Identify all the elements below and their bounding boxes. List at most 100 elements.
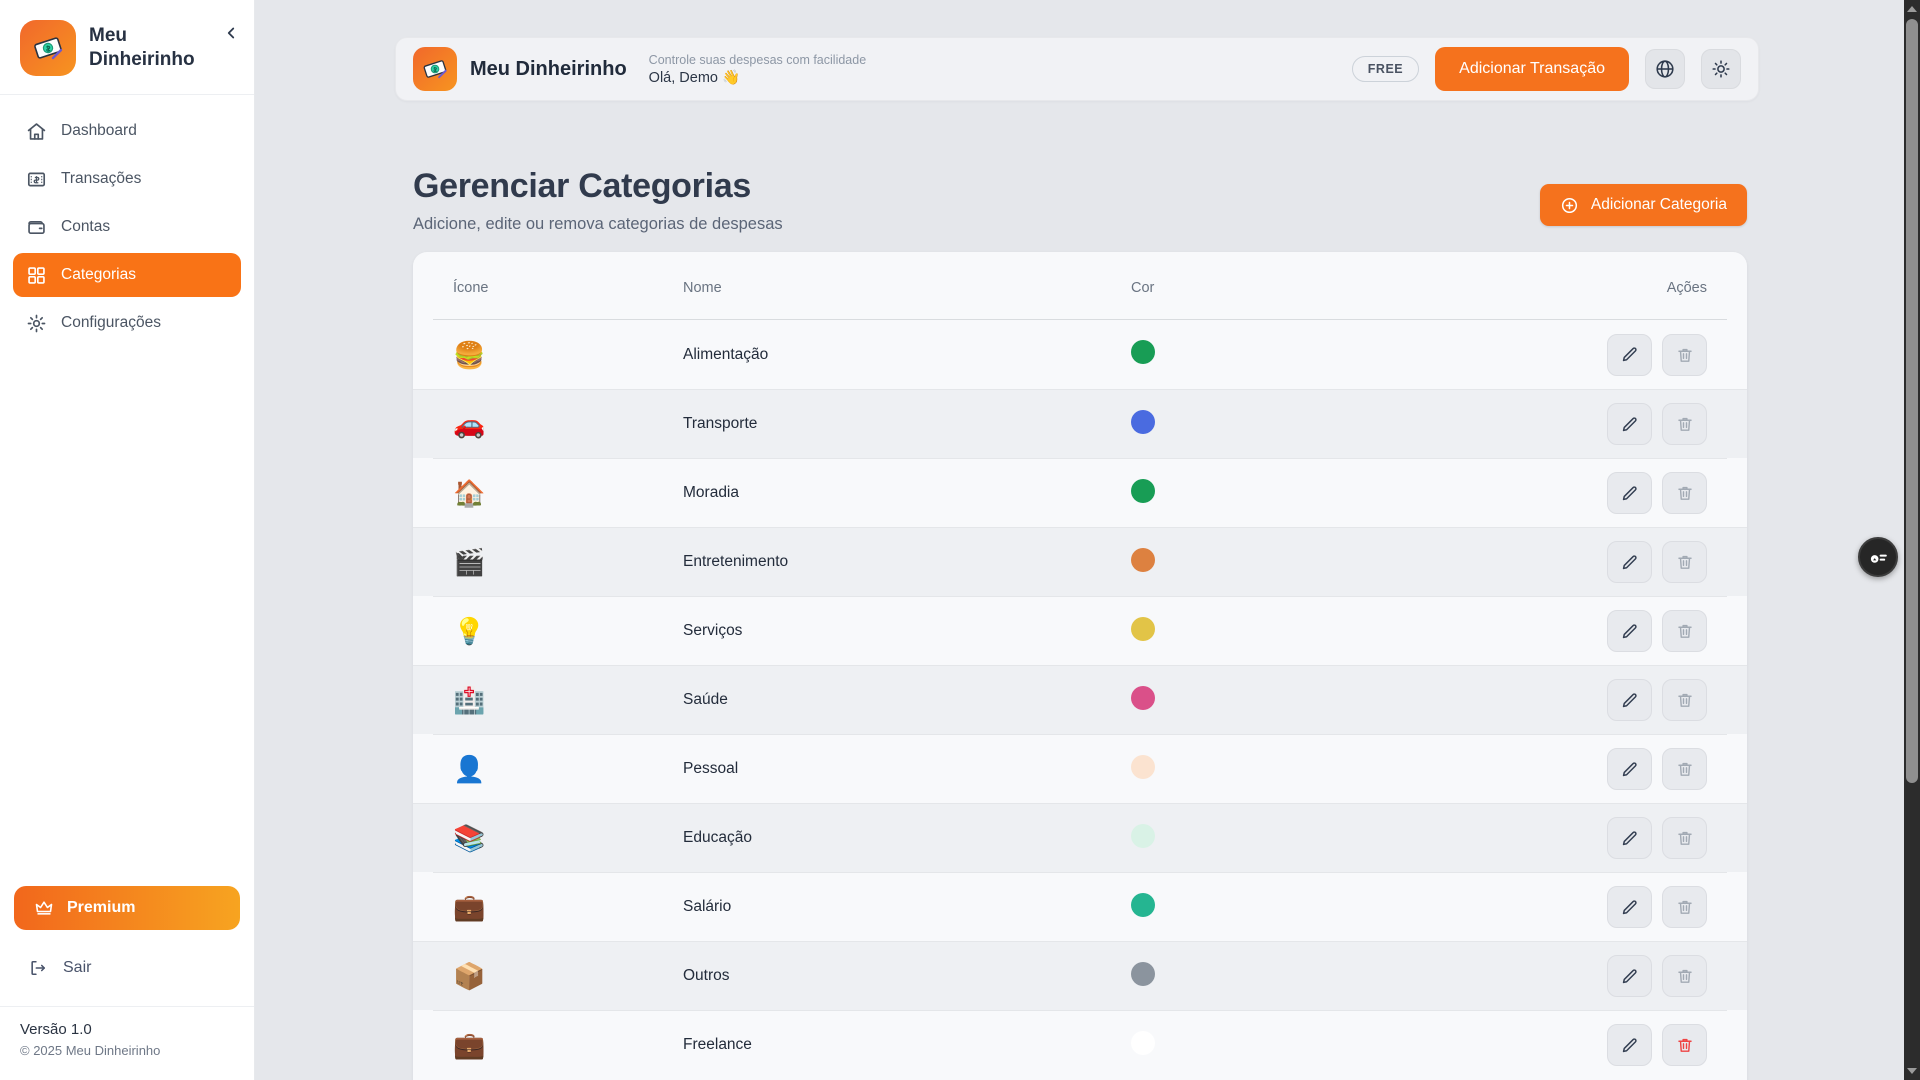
plus-circle-icon [1561, 197, 1577, 213]
table-row: 📦 Outros [413, 941, 1747, 1010]
table-body: 🍔 Alimentação 🚗 Transporte 🏠 Moradia 🎬 Entreten… [413, 320, 1747, 1079]
feedback-widget-button[interactable] [1858, 537, 1898, 577]
sun-icon [1712, 60, 1730, 78]
delete-category-button[interactable] [1662, 817, 1707, 859]
money-bill-icon [423, 60, 447, 79]
trash-icon [1677, 417, 1692, 431]
sidebar-brand-title: Meu Dinheirinho [89, 25, 195, 70]
theme-toggle-button[interactable] [1701, 49, 1741, 89]
category-color-dot [1131, 961, 1155, 986]
table-header-row: Ícone Nome Cor Ações [433, 256, 1727, 320]
category-color-dot [1131, 547, 1155, 572]
add-transaction-button[interactable]: Adicionar Transação [1435, 47, 1629, 91]
table-row: 🍔 Alimentação [433, 320, 1727, 389]
page-header-texts: Gerenciar Categorias Adicione, edite ou … [413, 167, 783, 234]
sidebar-item-categorias[interactable]: Categorias [13, 253, 241, 297]
category-color-dot [1131, 340, 1155, 364]
wallet-icon [28, 220, 45, 234]
edit-category-button[interactable] [1607, 472, 1652, 514]
pencil-icon [1622, 830, 1637, 845]
category-name: Salário [683, 898, 732, 915]
pencil-icon [1622, 416, 1637, 431]
logout-icon [31, 960, 46, 976]
delete-category-button[interactable] [1662, 610, 1707, 652]
sidebar-item-contas[interactable]: Contas [13, 205, 241, 249]
delete-category-button[interactable] [1662, 1024, 1707, 1066]
delete-category-button[interactable] [1662, 955, 1707, 997]
sidebar-item-transacoes[interactable]: Transações [13, 157, 241, 201]
add-category-label: Adicionar Categoria [1590, 196, 1727, 213]
delete-category-button[interactable] [1662, 472, 1707, 514]
pencil-icon [1622, 761, 1637, 776]
pencil-icon [1622, 692, 1637, 707]
delete-category-button[interactable] [1662, 403, 1707, 445]
category-emoji-icon: 💼 [453, 892, 486, 922]
category-color-dot [1131, 616, 1155, 641]
row-actions [1607, 403, 1707, 445]
row-actions [1607, 472, 1707, 514]
sidebar-collapse-button[interactable] [222, 24, 240, 42]
chevron-left-icon [227, 27, 235, 39]
table-row: 🏠 Moradia [433, 458, 1727, 527]
delete-category-button[interactable] [1662, 541, 1707, 583]
sidebar-item-dashboard[interactable]: Dashboard [13, 109, 241, 153]
edit-category-button[interactable] [1607, 886, 1652, 928]
add-category-button[interactable]: Adicionar Categoria [1539, 184, 1747, 226]
page-subtitle: Adicione, edite ou remova categorias de … [413, 215, 783, 233]
edit-category-button[interactable] [1607, 333, 1652, 376]
pencil-icon [1622, 485, 1637, 500]
trash-icon [1677, 762, 1692, 776]
scrollbar-thumb[interactable] [1906, 19, 1918, 783]
pencil-icon [1622, 554, 1637, 569]
sidebar-item-configuracoes[interactable]: Configurações [13, 301, 241, 345]
sidebar-item-label: Configurações [61, 314, 161, 331]
edit-category-button[interactable] [1607, 610, 1652, 652]
transactions-icon [27, 172, 46, 186]
money-bill-icon [34, 37, 63, 60]
pencil-icon [1622, 899, 1637, 914]
logout-button[interactable]: Sair [14, 948, 240, 988]
sidebar: Meu Dinheirinho Dashboard Transações Con… [0, 0, 255, 1080]
row-actions [1607, 610, 1707, 652]
category-name: Transporte [683, 415, 758, 432]
category-color-dot [1131, 823, 1155, 848]
category-color-dot [1131, 478, 1155, 503]
edit-category-button[interactable] [1607, 541, 1652, 583]
column-header-color: Cor [1131, 279, 1155, 296]
delete-category-button[interactable] [1662, 886, 1707, 928]
premium-button[interactable]: Premium [14, 886, 240, 930]
edit-category-button[interactable] [1607, 748, 1652, 790]
delete-category-button[interactable] [1662, 748, 1707, 790]
category-color-dot [1131, 892, 1155, 917]
delete-category-button[interactable] [1662, 333, 1707, 376]
category-name: Pessoal [683, 760, 739, 777]
scrollbar-down-arrow[interactable] [1904, 1063, 1920, 1079]
app-logo [20, 20, 76, 76]
pencil-icon [1622, 968, 1637, 983]
vertical-scrollbar[interactable] [1904, 0, 1920, 1080]
sidebar-item-label: Transações [61, 170, 142, 187]
table-row: 💡 Serviços [433, 596, 1727, 665]
sidebar-nav: Dashboard Transações Contas Categorias C… [0, 95, 254, 359]
topbar-logo [413, 47, 457, 91]
column-header-actions: Ações [1666, 279, 1707, 296]
edit-category-button[interactable] [1607, 955, 1652, 997]
categories-table: Ícone Nome Cor Ações 🍔 Alimentação 🚗 Transp… [413, 252, 1747, 1080]
edit-category-button[interactable] [1607, 817, 1652, 859]
row-actions [1607, 955, 1707, 997]
row-actions [1607, 748, 1707, 790]
edit-category-button[interactable] [1607, 679, 1652, 721]
premium-label: Premium [67, 899, 136, 916]
row-actions [1607, 886, 1707, 928]
column-header-name: Nome [683, 279, 722, 296]
delete-category-button[interactable] [1662, 679, 1707, 721]
edit-category-button[interactable] [1607, 403, 1652, 445]
language-button[interactable] [1645, 49, 1685, 89]
category-name: Moradia [683, 484, 739, 501]
scrollbar-up-arrow[interactable] [1904, 1, 1920, 17]
edit-category-button[interactable] [1607, 1024, 1652, 1066]
trash-icon [1677, 900, 1692, 914]
sidebar-item-label: Categorias [61, 266, 136, 283]
category-emoji-icon: 👤 [453, 754, 486, 784]
